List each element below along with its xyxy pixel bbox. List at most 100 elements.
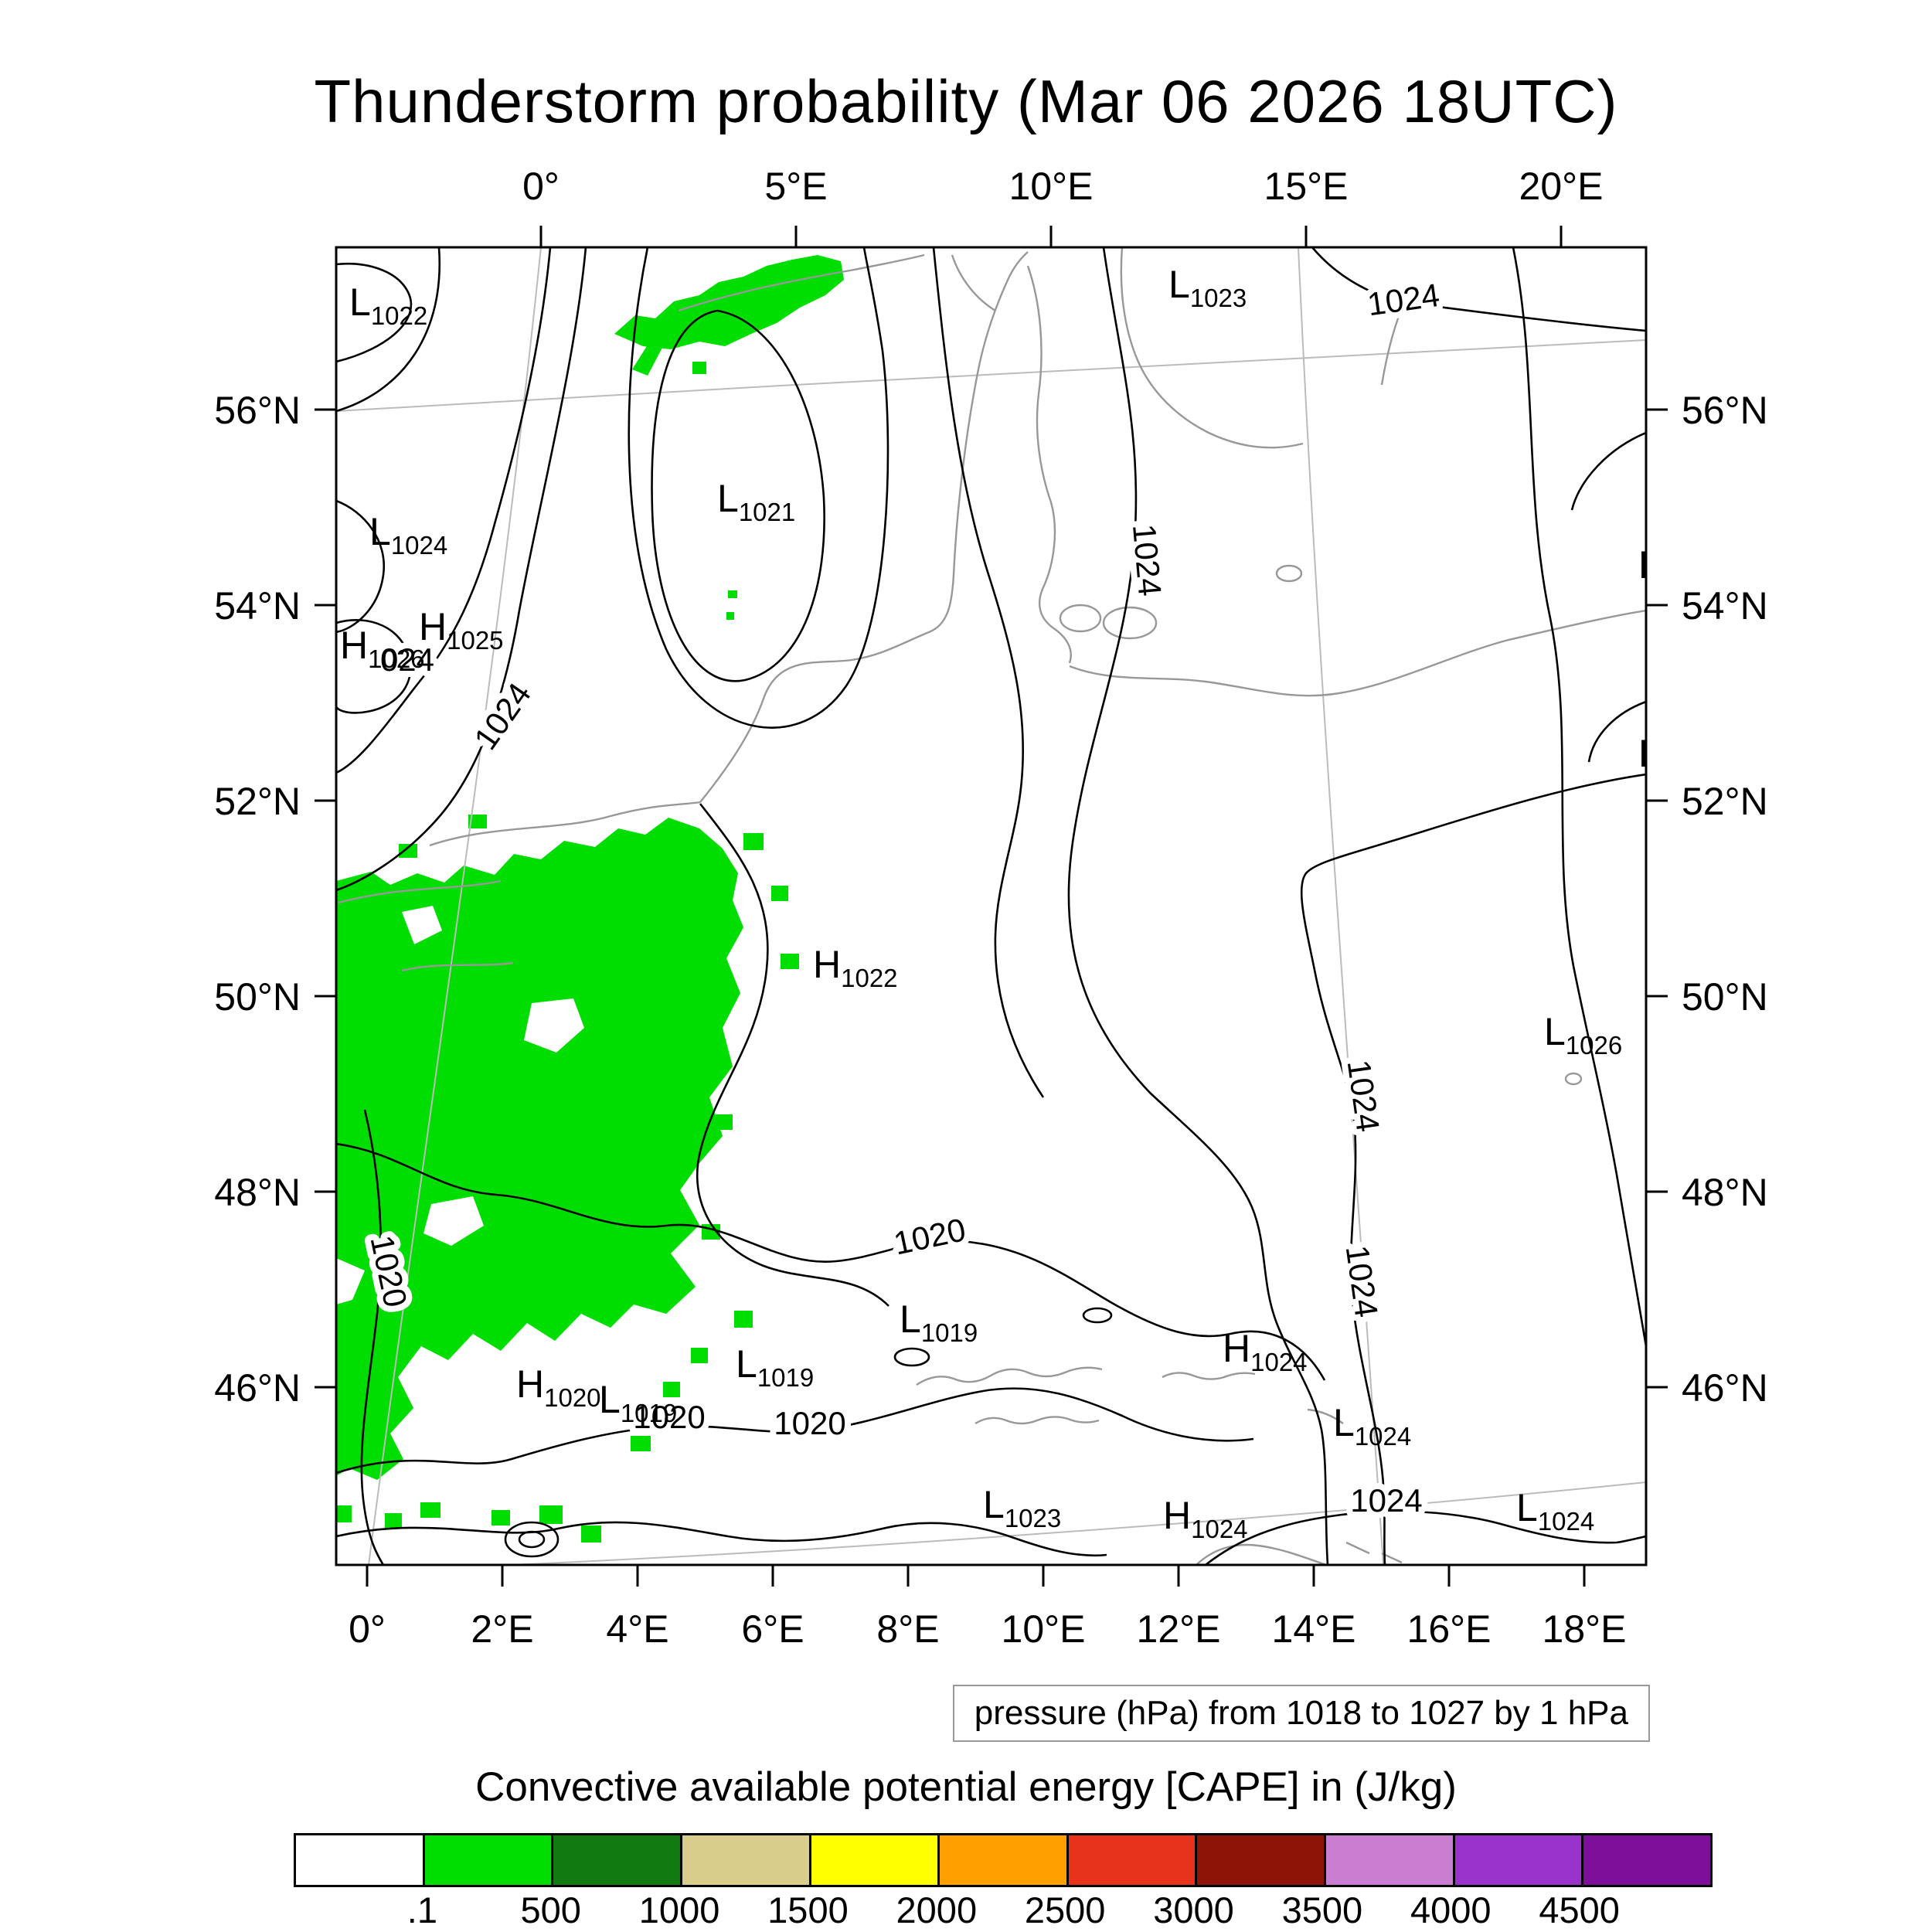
colorbar <box>294 1833 1713 1887</box>
cape-hole <box>336 1258 365 1304</box>
cape-pixel <box>399 844 417 858</box>
island-sjaelland <box>1102 606 1158 640</box>
x-axis-label-top: 0° <box>522 165 560 208</box>
x-axis-label-bottom: 10°E <box>1002 1607 1086 1651</box>
isobar-path <box>336 1521 1107 1557</box>
y-axis-label-right: 54°N <box>1682 584 1768 628</box>
x-axis-label-bottom: 18°E <box>1543 1607 1627 1651</box>
y-axis-label-left: 48°N <box>214 1171 301 1214</box>
isobar-value-label: 1020 <box>774 1405 845 1441</box>
y-axis-label-left: 46°N <box>214 1366 301 1410</box>
x-axis-label-top: 20°E <box>1519 165 1604 208</box>
x-axis-label-top: 5°E <box>764 165 827 208</box>
colorbar-tick-label: 1500 <box>767 1889 849 1930</box>
y-axis-label-left: 50°N <box>214 975 301 1019</box>
pressure-center-high: H <box>1638 543 1666 587</box>
cape-pixel <box>726 612 734 620</box>
isobar-closed-low-outer <box>504 1521 560 1558</box>
isobar-path <box>336 263 413 363</box>
isobar-small-loop <box>893 1347 930 1367</box>
cape-area <box>336 818 743 1480</box>
pressure-center-high: H1025 <box>419 605 504 655</box>
cape-pixel <box>691 1348 708 1363</box>
terrain-alps-3 <box>1162 1372 1256 1380</box>
axis-label-layer: 0° 5°E 10°E 15°E 20°E 0° 2°E 4°E 6°E 8°E 10°E 12°E 1… <box>214 165 1767 1651</box>
y-axis-label-right: 56°N <box>1682 389 1768 432</box>
isobar-path <box>1587 700 1646 763</box>
x-axis-label-top: 10°E <box>1009 165 1094 208</box>
colorbar-cell <box>811 1835 940 1885</box>
figure-title: Thunderstorm probability (Mar 06 2026 18… <box>314 67 1618 136</box>
pressure-center-low: L1019 <box>900 1298 978 1347</box>
cape-pixel <box>631 1436 651 1451</box>
colorbar-tick-label: 500 <box>520 1889 581 1930</box>
colorbar-cell <box>1326 1835 1455 1885</box>
pressure-center-low: L1024 <box>1516 1486 1594 1536</box>
pressure-center-high: H1024 <box>1223 1327 1308 1376</box>
x-axis-label-bottom: 16°E <box>1407 1607 1492 1651</box>
isobar-layer <box>336 247 1646 1565</box>
island-speck <box>1564 1072 1583 1086</box>
x-axis-label-bottom: 6°E <box>741 1607 804 1651</box>
colorbar-cell <box>1197 1835 1327 1885</box>
colorbar-tick-label: 4500 <box>1539 1889 1620 1930</box>
pressure-center-high: H1020 <box>516 1362 601 1412</box>
isobar-path <box>336 499 386 634</box>
isobar-value-label: 1024 <box>467 676 538 756</box>
island-bornholm <box>1275 564 1303 583</box>
pressure-center-low: L1023 <box>983 1483 1061 1532</box>
island-istria-1 <box>1345 1541 1370 1555</box>
colorbar-cell <box>553 1835 682 1885</box>
isobar-small-loop <box>1082 1307 1113 1324</box>
colorbar-tick-row: .1 500 1000 1500 2000 2500 3000 3500 4000 4500 <box>294 1889 1708 1932</box>
cape-pixel <box>468 815 487 828</box>
pressure-center-high: H <box>1638 732 1666 775</box>
y-axis-label-left: 52°N <box>214 780 301 823</box>
graticule-meridian-0deg <box>368 247 542 1565</box>
y-axis-label-right: 46°N <box>1682 1366 1768 1410</box>
coastline-layer <box>338 247 1646 1565</box>
graticule-parallel-45n <box>509 1481 1646 1565</box>
isobar-value-label: 1024 <box>1339 1243 1386 1319</box>
isobar-path <box>628 247 889 729</box>
cape-pixel <box>781 954 799 969</box>
isobar-value-label: 024 <box>380 641 434 678</box>
isobar-path <box>1205 1510 1646 1565</box>
pressure-center-low: L1024 <box>1333 1401 1411 1451</box>
pressure-center-low: L1019 <box>736 1342 814 1392</box>
pressure-center-low: L1021 <box>717 477 795 526</box>
pressure-center-low: L1026 <box>1544 1010 1622 1060</box>
pressure-center-low: L1024 <box>369 510 447 560</box>
coastline-north-sea <box>699 251 1029 803</box>
coastline-baltic <box>1069 609 1646 697</box>
isobar-path <box>336 1142 1326 1381</box>
cape-pixel <box>539 1505 563 1524</box>
colorbar-cell <box>1454 1835 1584 1885</box>
colorbar-tick-label: 3000 <box>1153 1889 1234 1930</box>
colorbar-tick-label: .1 <box>406 1889 437 1930</box>
cape-pixel <box>663 1382 680 1397</box>
colorbar-cell <box>940 1835 1069 1885</box>
colorbar-cell <box>1583 1835 1711 1885</box>
isobar-path <box>336 1387 1254 1475</box>
isobar-path <box>932 247 1045 1098</box>
isobar-value-label: 1024 <box>1126 522 1168 597</box>
colorbar-cell <box>682 1835 811 1885</box>
isobar-path <box>1512 247 1646 1347</box>
graticule-parallel-56n <box>336 339 1646 412</box>
isobar-path <box>336 247 587 892</box>
x-axis-label-bottom: 2°E <box>471 1607 533 1651</box>
cape-pixel <box>734 1311 753 1328</box>
cape-hole <box>524 998 584 1053</box>
cape-pixel <box>420 1502 440 1518</box>
isobar-path <box>651 309 825 682</box>
isobar-path <box>1300 773 1646 1565</box>
isobar-value-label: 1024 <box>1350 1482 1422 1519</box>
coastline-channel <box>429 801 701 847</box>
isobar-path <box>336 247 441 413</box>
coastline-oslofjord <box>951 254 996 312</box>
colorbar-title: Convective available potential energy [C… <box>475 1764 1457 1810</box>
y-axis-label-left: 54°N <box>214 584 301 628</box>
terrain-alps-2 <box>975 1416 1100 1425</box>
terrain-alps-1 <box>916 1366 1103 1386</box>
